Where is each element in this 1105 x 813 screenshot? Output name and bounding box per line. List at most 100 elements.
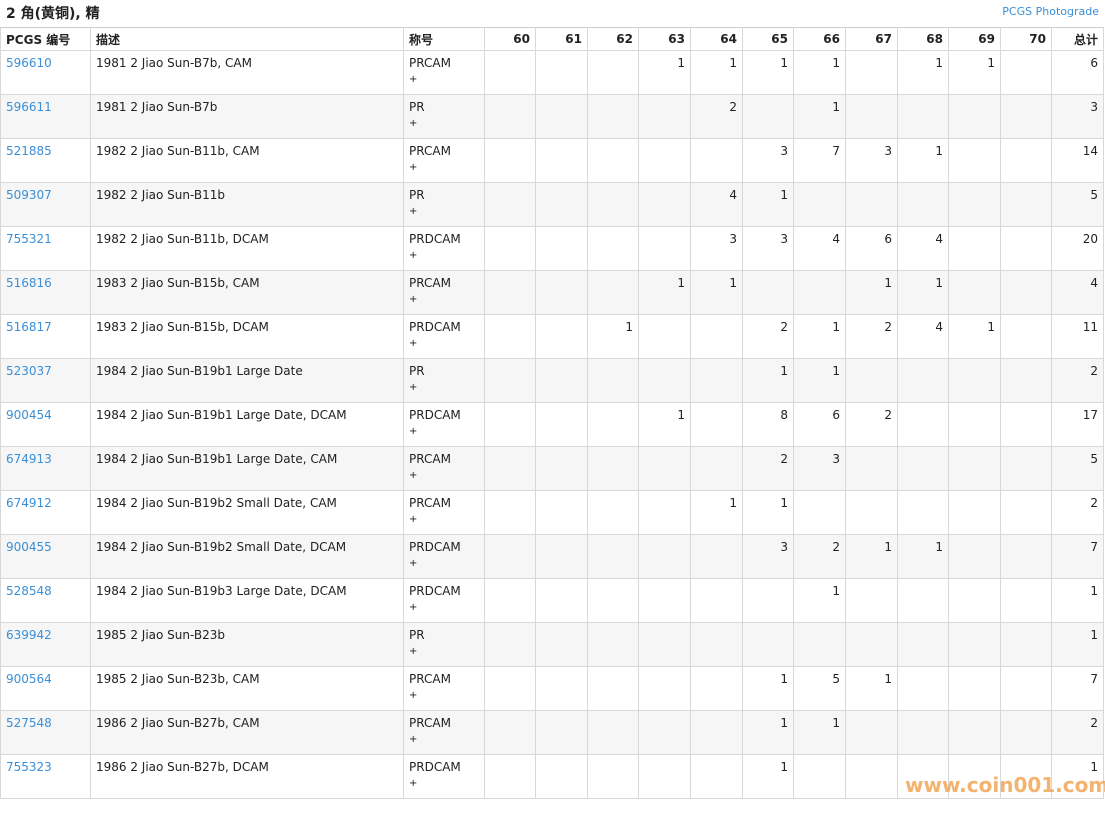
total-count: 1 bbox=[1051, 622, 1104, 667]
pcgs-number[interactable]: 516816 bbox=[0, 270, 91, 315]
designation-text: PRCAM bbox=[409, 144, 451, 158]
designation: PR + bbox=[403, 622, 485, 667]
grade-count bbox=[484, 622, 536, 667]
description: 1982 2 Jiao Sun-B11b, DCAM bbox=[90, 226, 404, 271]
grade-count: 1 bbox=[793, 314, 846, 359]
grade-count bbox=[587, 622, 639, 667]
grade-count bbox=[484, 578, 536, 623]
description: 1983 2 Jiao Sun-B15b, DCAM bbox=[90, 314, 404, 359]
grade-count bbox=[690, 358, 743, 403]
grade-count: 1 bbox=[845, 666, 898, 711]
designation-text: PR bbox=[409, 364, 425, 378]
grade-count: 3 bbox=[793, 446, 846, 491]
total-count: 20 bbox=[1051, 226, 1104, 271]
column-header: PCGS 编号 bbox=[0, 27, 91, 51]
pcgs-number[interactable]: 639942 bbox=[0, 622, 91, 667]
pcgs-number[interactable]: 900564 bbox=[0, 666, 91, 711]
grade-count bbox=[1000, 226, 1052, 271]
grade-count bbox=[948, 138, 1001, 183]
designation: PR + bbox=[403, 182, 485, 227]
grade-count bbox=[484, 270, 536, 315]
grade-count: 1 bbox=[638, 402, 691, 447]
pcgs-number[interactable]: 674913 bbox=[0, 446, 91, 491]
grade-count bbox=[484, 358, 536, 403]
grade-count bbox=[1000, 578, 1052, 623]
grade-count bbox=[1000, 138, 1052, 183]
pcgs-number[interactable]: 900455 bbox=[0, 534, 91, 579]
pcgs-number[interactable]: 596611 bbox=[0, 94, 91, 139]
total-count: 6 bbox=[1051, 50, 1104, 95]
total-count: 1 bbox=[1051, 578, 1104, 623]
designation: PRDCAM + bbox=[403, 402, 485, 447]
grade-count: 4 bbox=[897, 226, 949, 271]
designation-text: PR bbox=[409, 100, 425, 114]
grade-count: 1 bbox=[742, 182, 794, 227]
pcgs-number[interactable]: 523037 bbox=[0, 358, 91, 403]
grade-count bbox=[690, 402, 743, 447]
pcgs-number[interactable]: 674912 bbox=[0, 490, 91, 535]
grade-count bbox=[535, 754, 588, 799]
grade-count bbox=[845, 446, 898, 491]
total-count: 11 bbox=[1051, 314, 1104, 359]
table-row: 596611 1981 2 Jiao Sun-B7b PR +2 1 3 bbox=[0, 94, 1104, 139]
grade-count: 8 bbox=[742, 402, 794, 447]
pcgs-number[interactable]: 528548 bbox=[0, 578, 91, 623]
grade-count bbox=[1000, 314, 1052, 359]
grade-count bbox=[1000, 710, 1052, 755]
designation-text: PR bbox=[409, 628, 425, 642]
title: 2 角(黄铜), 精 bbox=[6, 6, 100, 22]
description: 1985 2 Jiao Sun-B23b bbox=[90, 622, 404, 667]
designation: PRDCAM + bbox=[403, 754, 485, 799]
grade-count bbox=[897, 446, 949, 491]
grade-count bbox=[535, 182, 588, 227]
grade-count: 1 bbox=[742, 710, 794, 755]
grade-count: 1 bbox=[742, 490, 794, 535]
grade-count bbox=[638, 226, 691, 271]
pcgs-number[interactable]: 755321 bbox=[0, 226, 91, 271]
plus-marker: + bbox=[409, 646, 418, 657]
designation: PRDCAM + bbox=[403, 534, 485, 579]
grade-count bbox=[535, 622, 588, 667]
pcgs-number[interactable]: 900454 bbox=[0, 402, 91, 447]
grade-count: 1 bbox=[948, 314, 1001, 359]
grade-count bbox=[948, 358, 1001, 403]
designation: PRCAM + bbox=[403, 50, 485, 95]
designation-text: PRDCAM bbox=[409, 540, 461, 554]
grade-count bbox=[484, 226, 536, 271]
grade-count bbox=[535, 710, 588, 755]
grade-count bbox=[690, 710, 743, 755]
grade-count bbox=[948, 622, 1001, 667]
pcgs-number[interactable]: 516817 bbox=[0, 314, 91, 359]
total-count: 2 bbox=[1051, 490, 1104, 535]
grade-count bbox=[897, 94, 949, 139]
designation-text: PRDCAM bbox=[409, 584, 461, 598]
total-count: 2 bbox=[1051, 710, 1104, 755]
designation-text: PRCAM bbox=[409, 672, 451, 686]
grade-count bbox=[587, 138, 639, 183]
grade-count bbox=[1000, 402, 1052, 447]
grade-count bbox=[484, 138, 536, 183]
grade-count bbox=[484, 446, 536, 491]
pcgs-number[interactable]: 527548 bbox=[0, 710, 91, 755]
designation-text: PRCAM bbox=[409, 56, 451, 70]
grade-count bbox=[742, 622, 794, 667]
grade-count bbox=[1000, 534, 1052, 579]
grade-count bbox=[638, 358, 691, 403]
grade-count bbox=[587, 94, 639, 139]
grade-count bbox=[638, 490, 691, 535]
grade-count bbox=[587, 710, 639, 755]
table-row: 639942 1985 2 Jiao Sun-B23b PR +1 bbox=[0, 622, 1104, 667]
grade-count bbox=[587, 490, 639, 535]
pcgs-number[interactable]: 509307 bbox=[0, 182, 91, 227]
grade-count bbox=[948, 710, 1001, 755]
grade-count bbox=[1000, 666, 1052, 711]
total-count: 14 bbox=[1051, 138, 1104, 183]
plus-marker: + bbox=[409, 338, 418, 349]
photograde-link[interactable]: PCGS Photograde bbox=[1002, 5, 1099, 18]
pcgs-number[interactable]: 755323 bbox=[0, 754, 91, 799]
plus-marker: + bbox=[409, 294, 418, 305]
table-row: 527548 1986 2 Jiao Sun-B27b, CAM PRCAM +1 1 2 bbox=[0, 710, 1104, 755]
pcgs-number[interactable]: 596610 bbox=[0, 50, 91, 95]
pcgs-number[interactable]: 521885 bbox=[0, 138, 91, 183]
grade-count: 1 bbox=[793, 578, 846, 623]
